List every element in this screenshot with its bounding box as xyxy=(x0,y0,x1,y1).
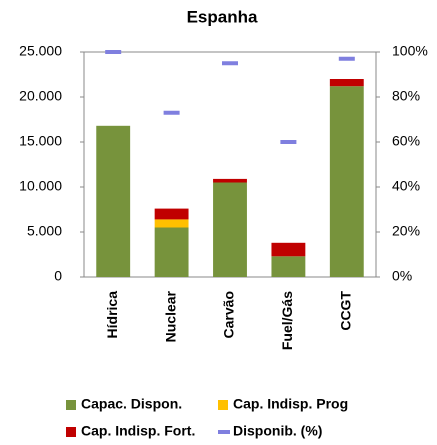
y-tick-label: 5.000 xyxy=(27,223,62,239)
y-tick-label: 15.000 xyxy=(19,133,62,149)
y2-tick-label: 100% xyxy=(392,43,428,59)
y2-tick-label: 20% xyxy=(392,223,420,239)
bar-segment xyxy=(96,125,131,277)
chart-title: Espanha xyxy=(187,7,258,26)
legend-swatch xyxy=(66,400,76,410)
x-tick-label: Fuel/Gás xyxy=(279,291,295,350)
bar-segment xyxy=(329,79,364,87)
legend-swatch xyxy=(218,400,228,410)
legend-label: Disponib. (%) xyxy=(233,423,322,439)
bar-segment xyxy=(154,208,189,220)
y-tick-label: 0 xyxy=(54,268,62,284)
bar-segment xyxy=(213,182,247,277)
bar-segment xyxy=(271,242,306,257)
x-tick-label: Nuclear xyxy=(162,290,178,342)
bar-segment xyxy=(329,86,364,277)
x-tick-label: Hídrica xyxy=(104,291,120,339)
x-tick-label: Carvão xyxy=(221,291,237,338)
y-tick-label: 20.000 xyxy=(19,88,62,104)
bar-segment xyxy=(213,178,247,183)
x-tick-label: CCGT xyxy=(338,291,354,331)
legend-label: Cap. Indisp. Fort. xyxy=(81,423,195,439)
y2-tick-label: 80% xyxy=(392,88,420,104)
y2-tick-label: 60% xyxy=(392,133,420,149)
legend-label: Cap. Indisp. Prog xyxy=(233,396,348,412)
y2-tick-label: 0% xyxy=(392,268,412,284)
bar-segment xyxy=(271,256,306,277)
y2-tick-label: 40% xyxy=(392,178,420,194)
bar-segment xyxy=(154,219,189,228)
legend-swatch xyxy=(66,427,76,437)
legend-label: Capac. Dispon. xyxy=(81,396,182,412)
y-tick-label: 10.000 xyxy=(19,178,62,194)
bar-segment xyxy=(154,227,189,277)
y-tick-label: 25.000 xyxy=(19,43,62,59)
